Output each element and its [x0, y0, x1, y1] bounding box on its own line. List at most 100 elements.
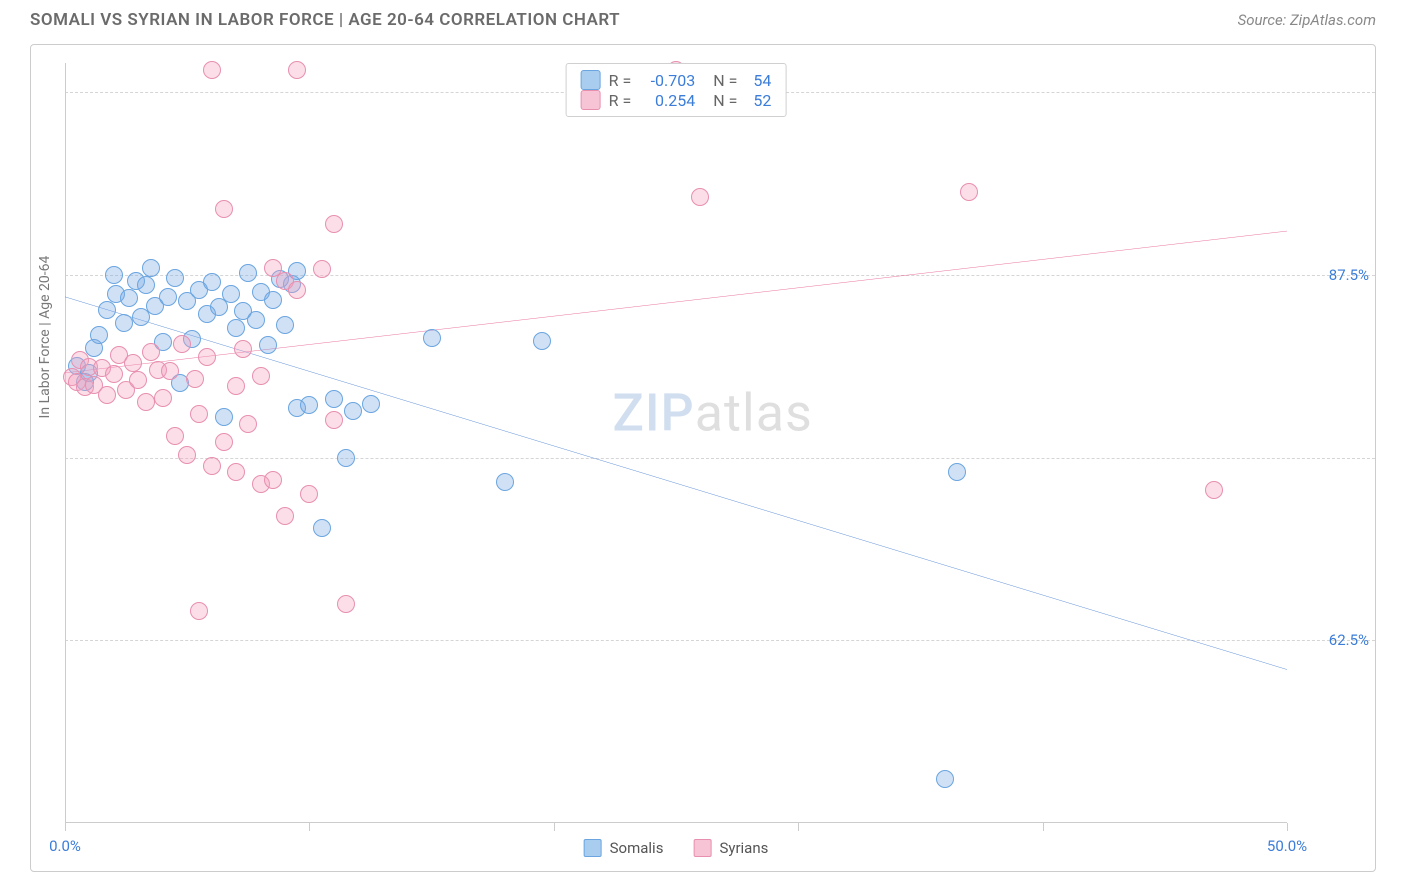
data-point	[215, 200, 233, 218]
legend-swatch-icon	[693, 839, 711, 857]
x-tick	[1287, 823, 1288, 831]
legend-stat-row: R = -0.703 N = 54	[581, 70, 772, 90]
data-point	[115, 314, 133, 332]
data-point	[166, 427, 184, 445]
data-point	[215, 433, 233, 451]
y-axis-label: In Labor Force | Age 20-64	[37, 256, 53, 419]
data-point	[173, 335, 191, 353]
data-point	[203, 61, 221, 79]
data-point	[203, 457, 221, 475]
legend-r-value: 0.254	[639, 91, 695, 110]
data-point	[960, 183, 978, 201]
data-point	[264, 291, 282, 309]
data-point	[344, 402, 362, 420]
data-point	[124, 354, 142, 372]
legend-r-value: -0.703	[639, 71, 695, 90]
data-point	[215, 408, 233, 426]
data-point	[325, 390, 343, 408]
legend-series-item: Somalis	[584, 839, 664, 857]
x-tick	[554, 823, 555, 831]
x-tick	[309, 823, 310, 831]
data-point	[362, 395, 380, 413]
data-point	[137, 393, 155, 411]
legend-stats-box: R = -0.703 N = 54 R = 0.254 N = 52	[566, 63, 787, 117]
legend-n-label: N =	[713, 91, 737, 110]
data-point	[166, 269, 184, 287]
legend-series-label: Syrians	[719, 839, 768, 857]
plot-area: In Labor Force | Age 20-64 62.5%87.5% ZI…	[65, 63, 1287, 823]
data-point	[129, 371, 147, 389]
data-point	[288, 281, 306, 299]
data-point	[178, 446, 196, 464]
y-tick-label: 62.5%	[1329, 631, 1369, 649]
data-point	[325, 411, 343, 429]
data-point	[313, 260, 331, 278]
data-point	[98, 301, 116, 319]
data-point	[276, 316, 294, 334]
x-tick	[1043, 823, 1044, 831]
data-point	[247, 311, 265, 329]
data-point	[98, 386, 116, 404]
x-tick	[798, 823, 799, 831]
legend-swatch-icon	[581, 90, 601, 110]
legend-stat-row: R = 0.254 N = 52	[581, 90, 772, 110]
data-point	[190, 602, 208, 620]
data-point	[105, 365, 123, 383]
legend-n-label: N =	[713, 71, 737, 90]
data-point	[325, 215, 343, 233]
trend-lines	[65, 63, 1287, 823]
data-point	[300, 396, 318, 414]
data-point	[190, 405, 208, 423]
data-point	[203, 273, 221, 291]
chart-container: In Labor Force | Age 20-64 62.5%87.5% ZI…	[30, 44, 1376, 872]
legend-r-label: R =	[609, 91, 632, 110]
data-point	[239, 264, 257, 282]
data-point	[105, 266, 123, 284]
data-point	[198, 348, 216, 366]
x-tick	[65, 823, 66, 831]
data-point	[533, 332, 551, 350]
data-point	[423, 329, 441, 347]
data-point	[691, 188, 709, 206]
y-tick-label: 87.5%	[1329, 266, 1369, 284]
data-point	[227, 377, 245, 395]
data-point	[337, 595, 355, 613]
data-point	[276, 507, 294, 525]
data-point	[948, 463, 966, 481]
data-point	[234, 340, 252, 358]
data-point	[496, 473, 514, 491]
chart-header: SOMALI VS SYRIAN IN LABOR FORCE | AGE 20…	[0, 0, 1406, 38]
chart-source: Source: ZipAtlas.com	[1238, 11, 1376, 29]
legend-series-label: Somalis	[610, 839, 664, 857]
data-point	[252, 367, 270, 385]
data-point	[337, 449, 355, 467]
data-point	[239, 415, 257, 433]
data-point	[120, 289, 138, 307]
data-point	[288, 61, 306, 79]
data-point	[142, 259, 160, 277]
legend-bottom: Somalis Syrians	[584, 839, 769, 857]
data-point	[313, 519, 331, 537]
data-point	[132, 308, 150, 326]
data-point	[154, 389, 172, 407]
data-point	[227, 319, 245, 337]
data-point	[300, 485, 318, 503]
data-point	[227, 463, 245, 481]
data-point	[142, 343, 160, 361]
data-point	[137, 276, 155, 294]
chart-title: SOMALI VS SYRIAN IN LABOR FORCE | AGE 20…	[30, 10, 620, 30]
data-point	[222, 285, 240, 303]
legend-series-item: Syrians	[693, 839, 768, 857]
legend-r-label: R =	[609, 71, 632, 90]
legend-n-value: 54	[745, 71, 771, 90]
x-tick-label: 50.0%	[1267, 837, 1307, 855]
data-point	[259, 336, 277, 354]
legend-swatch-icon	[581, 70, 601, 90]
data-point	[936, 770, 954, 788]
data-point	[161, 362, 179, 380]
data-point	[264, 471, 282, 489]
legend-n-value: 52	[745, 91, 771, 110]
data-point	[159, 288, 177, 306]
legend-swatch-icon	[584, 839, 602, 857]
data-point	[90, 326, 108, 344]
